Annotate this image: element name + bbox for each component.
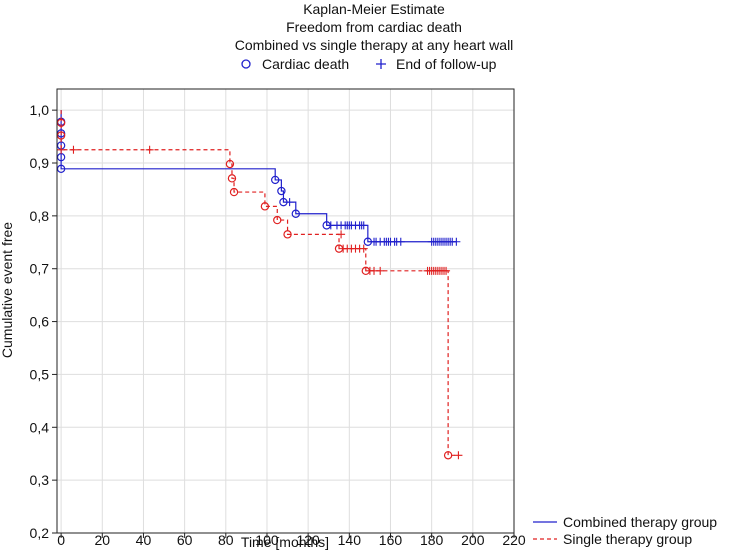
title-line-3: Combined vs single therapy at any heart … [235,37,514,53]
censor-marker [337,230,346,239]
x-tick-label: 20 [94,532,110,548]
y-axis: 0,2 0,3 0,4 0,5 0,6 0,7 0,8 0,9 1,0 [30,102,57,541]
y-tick-label: 1,0 [30,102,50,118]
plot-frame [56,88,515,534]
cardiac-death-marker [56,118,66,128]
x-tick-label: 40 [136,532,152,548]
censor-marker [454,451,463,460]
censor-marker [69,145,78,154]
x-tick-label: 220 [502,532,526,548]
cardiac-death-marker [229,187,239,197]
x-tick-label: 200 [461,532,485,548]
x-tick-label: 100 [255,532,279,548]
y-tick-label: 0,6 [30,314,50,330]
survival-step-line [60,110,457,243]
y-tick-label: 0,7 [30,261,50,277]
cardiac-death-marker [291,209,300,218]
cardiac-death-marker-icon [241,59,251,69]
censor-marker [57,145,66,154]
cardiac-death-marker [271,175,280,185]
cardiac-death-marker [273,215,282,225]
y-axis-label: Cumulative event free [0,222,15,358]
grid-lines [57,89,515,534]
censor-marker [452,237,461,246]
y-tick-label: 0,8 [30,208,50,224]
censor-marker [396,237,405,246]
y-tick-label: 0,3 [30,472,50,488]
x-tick-label: 120 [296,532,320,548]
marker-legend-label-cardiac-death: Cardiac death [262,56,349,72]
title-line-2: Freedom from cardiac death [286,19,462,35]
marker-legend: Cardiac death End of follow-up [241,56,497,72]
censor-marker [376,266,385,275]
censor-marker [145,145,154,154]
cardiac-death-marker [260,202,270,211]
y-tick-label: 0,4 [30,419,50,435]
y-tick-label: 0,9 [30,155,50,171]
y-tick-label: 0,5 [30,366,50,382]
series-legend: Combined therapy group Single therapy gr… [533,514,717,547]
cardiac-death-marker [283,230,292,239]
cardiac-death-marker [443,451,453,460]
censor-marker [359,221,368,230]
censor-marker [442,266,451,275]
legend-label-single-therapy: Single therapy group [563,531,692,547]
title-line-1: Kaplan-Meier Estimate [303,1,445,17]
x-tick-label: 160 [379,532,403,548]
legend-label-combined-therapy: Combined therapy group [563,514,717,530]
x-tick-label: 140 [338,532,362,548]
cardiac-death-marker [225,159,235,169]
x-tick-label: 0 [57,532,65,548]
survival-step-line [60,110,459,456]
plot-series [56,110,463,460]
cardiac-death-marker [227,174,237,183]
series-single-therapy-group [56,110,463,460]
y-tick-label: 0,2 [30,525,50,541]
x-tick-label: 80 [218,532,234,548]
censor-marker [285,198,294,207]
cardiac-death-marker [56,164,66,174]
cardiac-death-marker [277,186,286,196]
series-combined-therapy-group [56,110,461,246]
x-axis-label: Time [months] [241,534,329,550]
chart-title: Kaplan-Meier Estimate Freedom from cardi… [235,1,514,53]
x-axis: 0 20 40 60 80 100 120 140 160 180 200 220 [57,532,526,548]
marker-legend-label-end-of-follow-up: End of follow-up [396,56,497,72]
x-tick-label: 180 [420,532,444,548]
censor-marker [359,244,368,253]
cardiac-death-marker [56,131,66,140]
x-tick-label: 60 [177,532,193,548]
end-of-followup-marker-icon [376,59,386,69]
